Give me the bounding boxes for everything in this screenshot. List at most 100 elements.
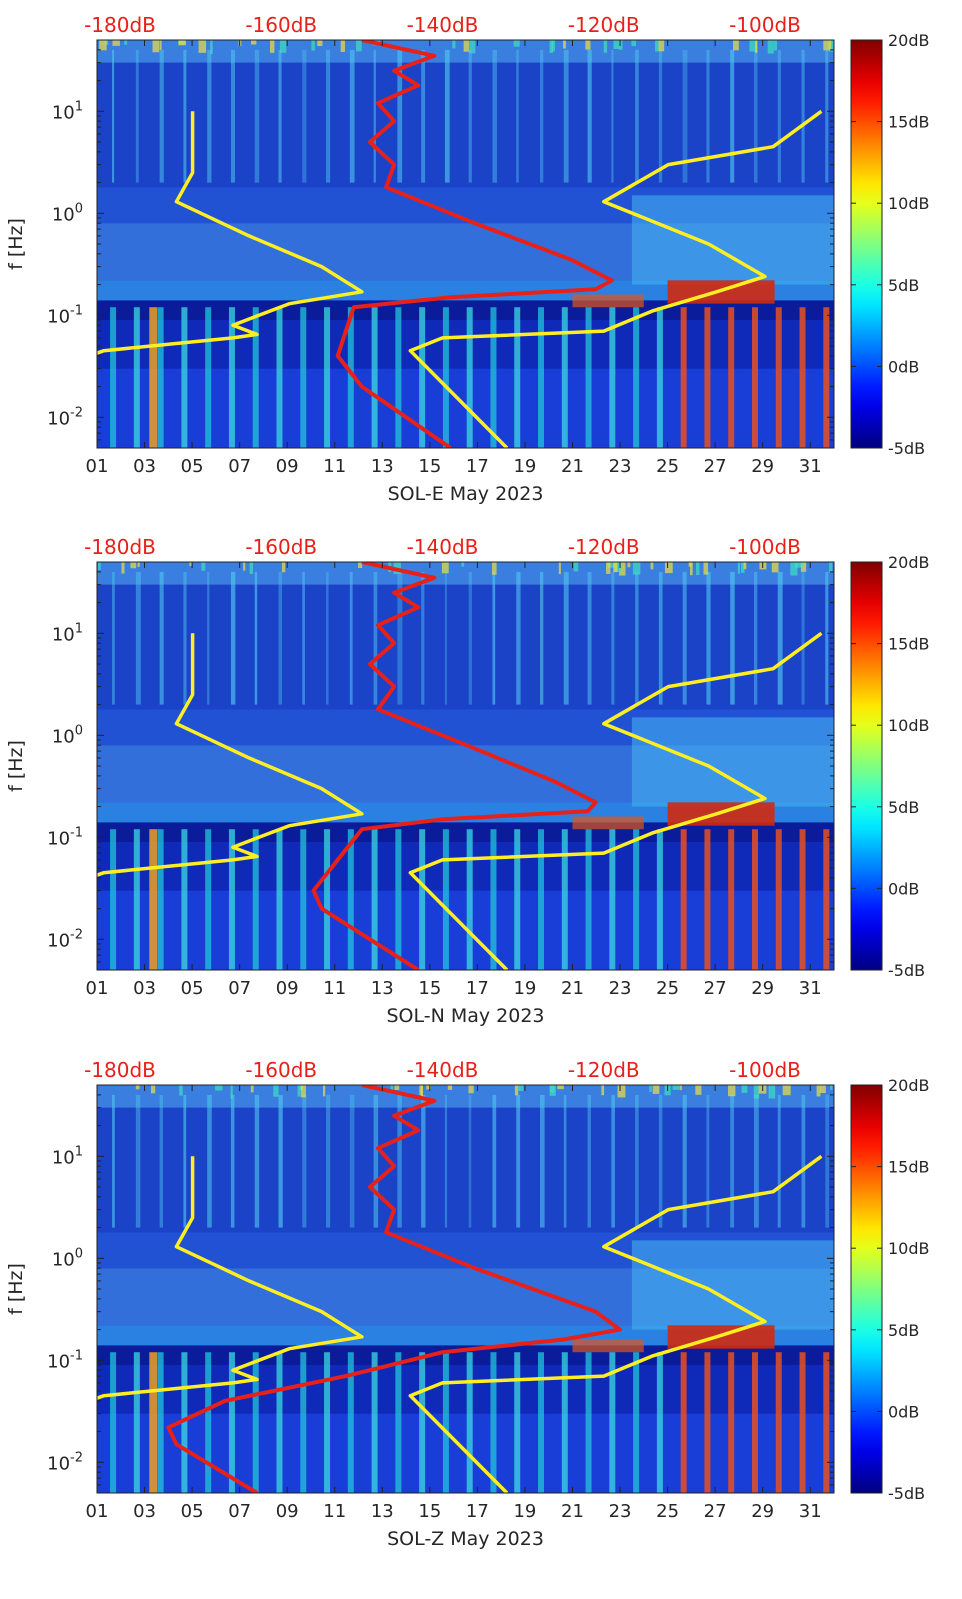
p2-y-tick-label: 101 xyxy=(52,1144,83,1168)
p1-x-tick-label: 03 xyxy=(133,978,156,999)
p2-x-tick-label: 07 xyxy=(228,1501,251,1522)
p1-median-psd-line xyxy=(311,562,598,970)
p0-high-noise-model-line xyxy=(408,109,823,448)
p1-x-tick-label: 21 xyxy=(561,978,584,999)
p1-x-axis-label: SOL-N May 2023 xyxy=(386,1005,544,1027)
p1-colorbar-label: 20dB xyxy=(888,553,930,572)
p1-x-tick-label: 09 xyxy=(276,978,299,999)
p2-x-tick-label: 19 xyxy=(513,1501,536,1522)
p0-y-tick-label: 100 xyxy=(52,201,83,225)
p2-x-tick-label: 27 xyxy=(704,1501,727,1522)
p0-x-axis-label: SOL-E May 2023 xyxy=(388,483,544,505)
p0-x-tick-label: 15 xyxy=(418,456,441,477)
p0-low-noise-model-line xyxy=(97,111,364,356)
p0-colorbar-label: 5dB xyxy=(888,276,919,295)
p0-colorbar xyxy=(850,39,883,449)
p0-colorbar-label: 15dB xyxy=(888,113,930,132)
p1-y-tick-label: 10-2 xyxy=(47,927,83,951)
p2-colorbar-label: 15dB xyxy=(888,1158,930,1177)
p0-y-tick-label: 10-2 xyxy=(47,405,83,429)
p0-x-tick-label: 01 xyxy=(86,456,109,477)
p2-colorbar-label: 20dB xyxy=(888,1076,930,1095)
p2-x-tick-label: 25 xyxy=(656,1501,679,1522)
p0-colorbar-label: 20dB xyxy=(888,31,930,50)
p2-x-tick-label: 23 xyxy=(609,1501,632,1522)
p1-high-noise-model-line xyxy=(408,631,823,970)
p1-x-tick-label: 15 xyxy=(418,978,441,999)
p2-x-tick-label: 05 xyxy=(181,1501,204,1522)
p2-y-tick-label: 10-1 xyxy=(47,1348,83,1372)
p0-x-tick-label: 31 xyxy=(799,456,822,477)
p2-y-axis-label: f [Hz] xyxy=(5,1263,27,1315)
p2-colorbar-label: 5dB xyxy=(888,1321,919,1340)
p1-x-tick-label: 13 xyxy=(371,978,394,999)
p1-colorbar-label: 5dB xyxy=(888,798,919,817)
p1-colorbar-label: 0dB xyxy=(888,879,919,898)
p0-top-db-label: -140dB xyxy=(407,13,479,37)
p1-x-tick-label: 25 xyxy=(656,978,679,999)
spectrogram-image xyxy=(97,562,834,970)
p2-y-tick-label: 100 xyxy=(52,1246,83,1270)
p0-x-tick-label: 13 xyxy=(371,456,394,477)
p2-colorbar xyxy=(850,1084,883,1494)
p0-x-tick-label: 25 xyxy=(656,456,679,477)
p0-x-tick-label: 03 xyxy=(133,456,156,477)
p0-top-db-label: -100dB xyxy=(729,13,801,37)
p2-x-tick-label: 03 xyxy=(133,1501,156,1522)
p0-top-db-label: -180dB xyxy=(84,13,156,37)
p2-x-tick-label: 17 xyxy=(466,1501,489,1522)
p2-high-noise-model-line xyxy=(408,1154,823,1493)
p2-x-tick-label: 13 xyxy=(371,1501,394,1522)
p1-x-tick-label: 01 xyxy=(86,978,109,999)
p1-y-tick-label: 101 xyxy=(52,621,83,645)
p1-colorbar-label: -5dB xyxy=(888,961,925,980)
p2-x-tick-label: 15 xyxy=(418,1501,441,1522)
p0-x-tick-label: 09 xyxy=(276,456,299,477)
spectrogram-image xyxy=(97,40,834,448)
p1-top-db-label: -100dB xyxy=(729,535,801,559)
p1-top-db-label: -180dB xyxy=(84,535,156,559)
p0-median-psd-line xyxy=(335,40,614,448)
p0-x-tick-label: 27 xyxy=(704,456,727,477)
p2-x-tick-label: 09 xyxy=(276,1501,299,1522)
p0-x-tick-label: 21 xyxy=(561,456,584,477)
spectrogram-image xyxy=(97,1085,834,1493)
p2-x-tick-label: 29 xyxy=(751,1501,774,1522)
p0-top-db-label: -120dB xyxy=(568,13,640,37)
p2-colorbar-label: -5dB xyxy=(888,1484,925,1503)
p2-x-tick-label: 21 xyxy=(561,1501,584,1522)
p1-x-tick-label: 23 xyxy=(609,978,632,999)
p0-x-tick-label: 19 xyxy=(513,456,536,477)
p0-x-tick-label: 05 xyxy=(181,456,204,477)
p2-top-db-label: -180dB xyxy=(84,1058,156,1082)
p0-top-db-label: -160dB xyxy=(245,13,317,37)
p1-low-noise-model-line xyxy=(97,633,364,878)
p2-low-noise-model-line xyxy=(97,1156,364,1401)
p1-x-tick-label: 29 xyxy=(751,978,774,999)
p1-colorbar-label: 10dB xyxy=(888,716,930,735)
p1-x-tick-label: 07 xyxy=(228,978,251,999)
p0-colorbar-label: 0dB xyxy=(888,357,919,376)
p2-x-tick-label: 31 xyxy=(799,1501,822,1522)
panel-sol-n: 01 03 05 07 09 11 13 15 17 19 21 23 25 27 29 31 SOL-N Ma… xyxy=(5,535,930,1027)
p2-top-db-label: -120dB xyxy=(568,1058,640,1082)
p2-y-tick-label: 10-2 xyxy=(47,1450,83,1474)
p2-colorbar-label: 10dB xyxy=(888,1239,930,1258)
p2-top-db-label: -100dB xyxy=(729,1058,801,1082)
p2-top-db-label: -140dB xyxy=(407,1058,479,1082)
p2-x-tick-label: 11 xyxy=(323,1501,346,1522)
p1-top-db-label: -120dB xyxy=(568,535,640,559)
p1-x-tick-label: 31 xyxy=(799,978,822,999)
p0-y-tick-label: 10-1 xyxy=(47,303,83,327)
p0-colorbar-label: 10dB xyxy=(888,194,930,213)
panel-sol-z: 01 03 05 07 09 11 13 15 17 19 21 23 25 27 29 31 SOL-Z Ma… xyxy=(5,1058,930,1550)
p1-colorbar-label: 15dB xyxy=(888,635,930,654)
p2-top-db-label: -160dB xyxy=(245,1058,317,1082)
p1-x-tick-label: 27 xyxy=(704,978,727,999)
p1-colorbar xyxy=(850,561,883,971)
p2-colorbar-label: 0dB xyxy=(888,1402,919,1421)
p2-median-psd-line xyxy=(166,1085,622,1493)
p1-x-tick-label: 11 xyxy=(323,978,346,999)
p0-x-tick-label: 11 xyxy=(323,456,346,477)
